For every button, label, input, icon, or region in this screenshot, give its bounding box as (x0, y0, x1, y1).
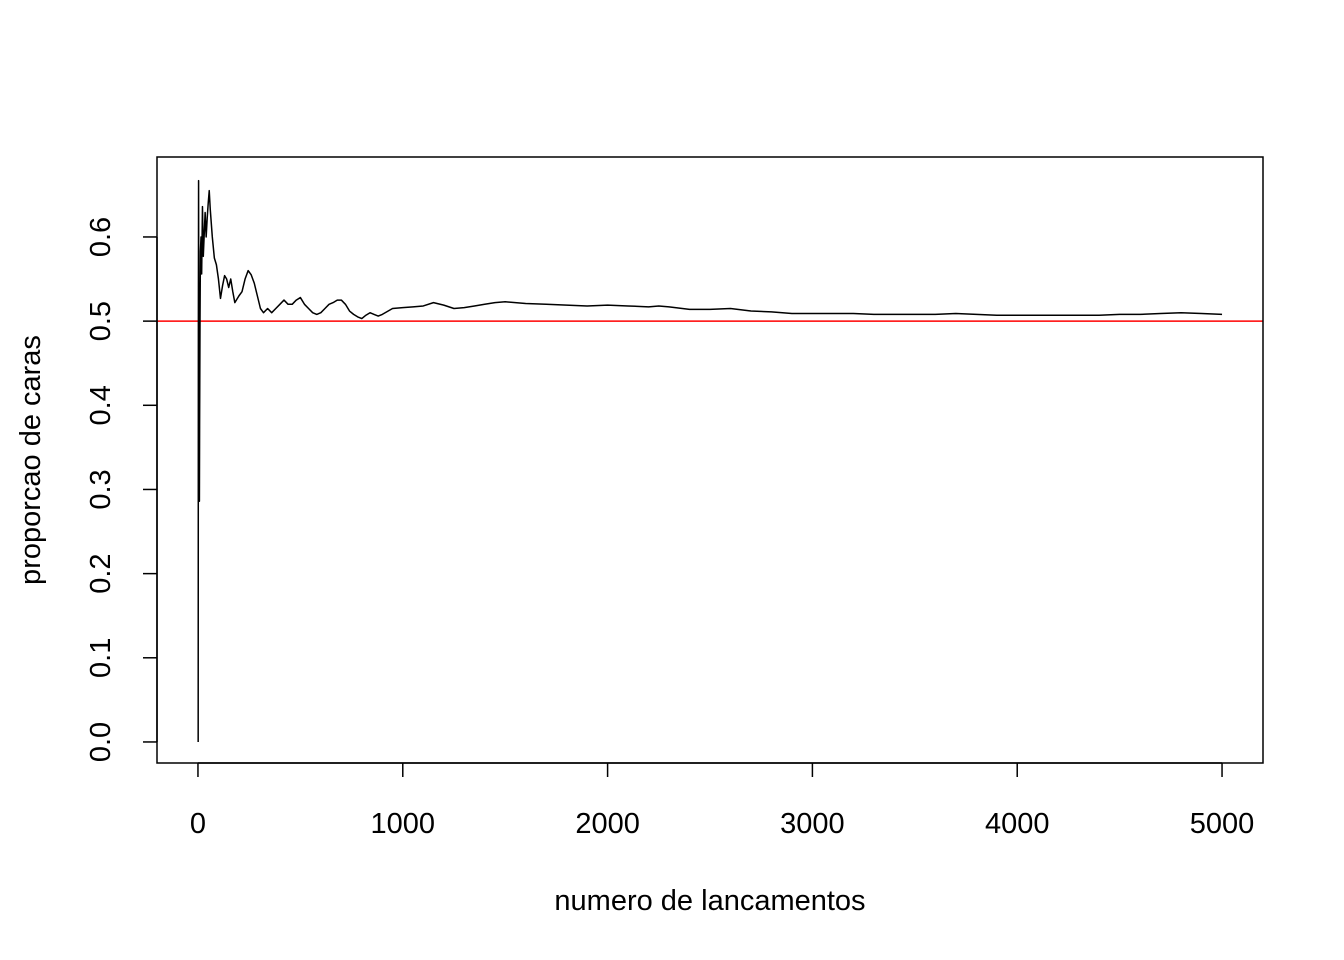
y-tick-label: 0.1 (85, 638, 117, 678)
y-tick-label: 0.6 (85, 217, 117, 257)
plot-area (156, 156, 1264, 764)
y-axis-label: proporcao de caras (15, 335, 47, 585)
y-tick-label: 0.2 (85, 553, 117, 593)
y-tick-label: 0.4 (85, 385, 117, 425)
series-line (197, 179, 1223, 742)
x-tick-label: 1000 (371, 808, 436, 840)
y-tick-label: 0.0 (85, 722, 117, 762)
y-tick-label: 0.3 (85, 469, 117, 509)
x-tick-label: 0 (190, 808, 206, 840)
plot-border (156, 156, 1264, 764)
x-axis-label: numero de lancamentos (554, 885, 865, 917)
y-tick-label: 0.5 (85, 301, 117, 341)
x-tick-label: 5000 (1190, 808, 1255, 840)
x-axis: 0 1000 2000 3000 4000 5000 (190, 762, 1255, 840)
y-axis: 0.0 0.1 0.2 0.3 0.4 0.5 0.6 (85, 217, 158, 762)
x-tick-label: 3000 (780, 808, 845, 840)
x-tick-label: 2000 (575, 808, 640, 840)
x-tick-label: 4000 (985, 808, 1050, 840)
